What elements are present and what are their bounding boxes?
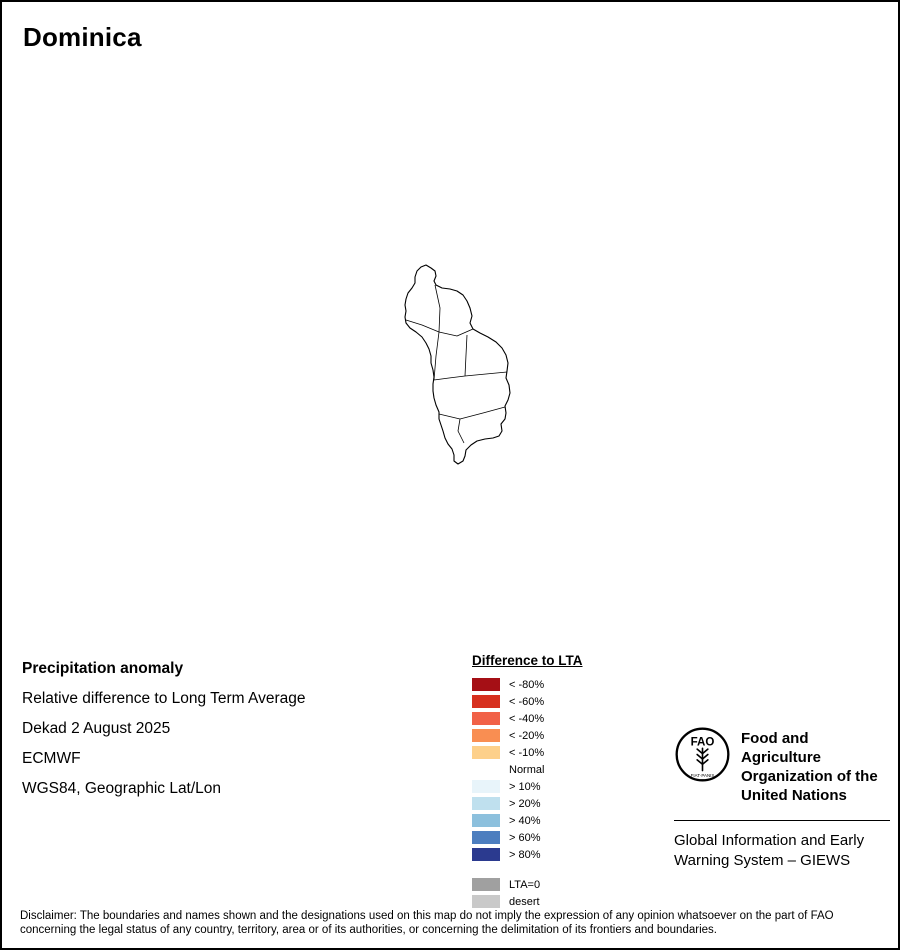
legend-row: < -10% [472, 744, 583, 761]
legend-title: Difference to LTA [472, 653, 583, 668]
parish-boundaries [405, 284, 508, 444]
legend-row: > 80% [472, 846, 583, 863]
map-info: Precipitation anomaly Relative differenc… [22, 654, 306, 804]
branding-block: FAO FIAT·PANIS Food and Agriculture Orga… [674, 726, 890, 871]
legend-color-swatch [472, 797, 500, 810]
giews-label: Global Information and Early Warning Sys… [674, 831, 890, 871]
legend-color-swatch [472, 678, 500, 691]
legend-label: > 60% [509, 831, 541, 844]
giews-line: Warning System – GIEWS [674, 852, 851, 869]
legend-row: Normal [472, 761, 583, 778]
legend-label: < -10% [509, 746, 545, 759]
legend-color-swatch [472, 831, 500, 844]
legend-row: < -20% [472, 727, 583, 744]
branding-divider [674, 820, 890, 821]
legend-label: > 20% [509, 797, 541, 810]
legend-row: > 60% [472, 829, 583, 846]
legend-color-swatch [472, 695, 500, 708]
legend-color-swatch [472, 848, 500, 861]
legend-label: LTA=0 [509, 878, 541, 891]
info-heading: Precipitation anomaly [22, 660, 184, 677]
legend-color-swatch [472, 746, 500, 759]
info-source: ECMWF [22, 750, 81, 767]
legend-color-swatch [472, 780, 500, 793]
org-name-line: Food and Agriculture [741, 730, 822, 766]
giews-line: Global Information and Early [674, 832, 865, 849]
org-name-line: United Nations [741, 787, 847, 804]
legend-color-swatch [472, 814, 500, 827]
legend-row: > 20% [472, 795, 583, 812]
legend-label: < -40% [509, 712, 545, 725]
legend-color-swatch [472, 878, 500, 891]
legend-row: LTA=0 [472, 876, 583, 893]
legend-row: < -60% [472, 693, 583, 710]
legend-gap [472, 863, 583, 876]
page-title: Dominica [23, 22, 142, 52]
disclaimer-text: Disclaimer: The boundaries and names sho… [20, 910, 834, 936]
legend-row: < -40% [472, 710, 583, 727]
legend: Difference to LTA < -80% < -60% < -40% <… [472, 652, 583, 910]
legend-color-swatch [472, 895, 500, 908]
legend-label: > 80% [509, 848, 541, 861]
info-dekad: Dekad 2 August 2025 [22, 720, 171, 737]
legend-row: < -80% [472, 676, 583, 693]
legend-label: < -80% [509, 678, 545, 691]
fao-org-name: Food and Agriculture Organization of the… [741, 726, 890, 805]
legend-label: > 40% [509, 814, 541, 827]
legend-label: Normal [509, 763, 545, 776]
info-projection: WGS84, Geographic Lat/Lon [22, 780, 222, 797]
legend-color-swatch [472, 712, 500, 725]
fao-logo-text: FAO [691, 737, 715, 749]
legend-label: < -20% [509, 729, 545, 742]
wheat-icon [696, 747, 709, 772]
legend-color-swatch [472, 729, 500, 742]
legend-label: > 10% [509, 780, 541, 793]
fao-logo-icon: FAO FIAT·PANIS [675, 727, 730, 782]
legend-row: > 10% [472, 778, 583, 795]
legend-row: > 40% [472, 812, 583, 829]
legend-row: desert [472, 893, 583, 910]
legend-label: < -60% [509, 695, 545, 708]
org-name-line: Organization of the [741, 768, 878, 785]
fao-brand: FAO FIAT·PANIS Food and Agriculture Orga… [674, 726, 890, 805]
fao-logo-motto: FIAT·PANIS [691, 773, 715, 778]
legend-color-swatch [472, 763, 500, 776]
legend-label: desert [509, 895, 540, 908]
country-outline [404, 264, 511, 465]
info-method: Relative difference to Long Term Average [22, 690, 306, 707]
